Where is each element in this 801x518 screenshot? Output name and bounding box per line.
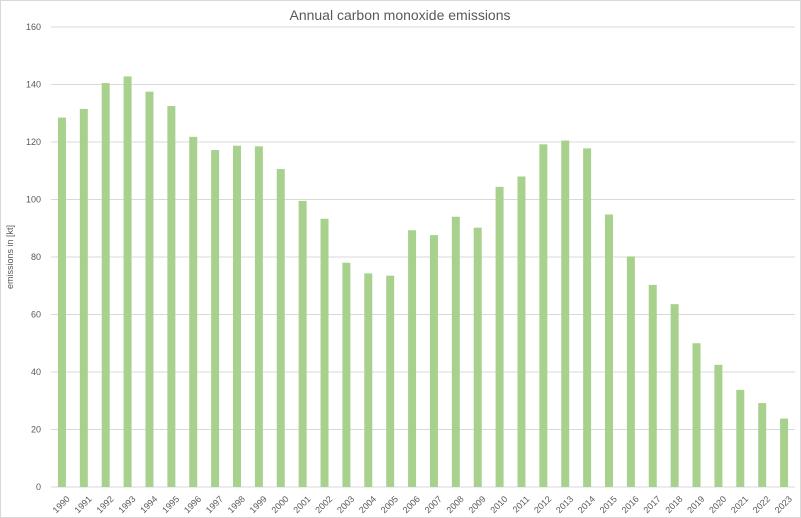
x-tick-label: 2010 [488, 494, 509, 515]
gridlines [51, 26, 795, 488]
bar-2023 [780, 418, 789, 487]
x-tick-label: 1999 [248, 494, 269, 515]
x-tick-label: 1998 [226, 494, 247, 515]
bar-2005 [386, 275, 395, 487]
x-tick-label: 2012 [532, 494, 553, 515]
y-tick-label: 0 [36, 482, 41, 492]
x-tick-label: 1991 [73, 494, 94, 515]
bar-1994 [145, 91, 154, 487]
bar-2018 [670, 304, 679, 487]
y-tick-label: 40 [31, 367, 41, 377]
x-tick-label: 1992 [94, 494, 115, 515]
x-tick-label: 1994 [138, 494, 159, 515]
y-axis-ticks: 0 20 40 60 80 100 120 140 160 [26, 22, 41, 492]
bar-2015 [605, 214, 613, 487]
y-tick-label: 20 [31, 425, 41, 435]
bar-2010 [495, 186, 504, 487]
bar-2000 [276, 169, 285, 487]
x-tick-label: 2023 [773, 494, 794, 515]
bar-1991 [79, 108, 88, 487]
bar-2012 [539, 144, 548, 488]
bar-2003 [342, 262, 351, 487]
x-tick-label: 2000 [269, 494, 290, 515]
bar-1992 [101, 83, 110, 487]
bar-1997 [211, 150, 220, 488]
x-tick-label: 1996 [182, 494, 203, 515]
bar-2007 [429, 235, 438, 487]
x-tick-label: 1990 [51, 494, 72, 515]
bar-2008 [451, 216, 460, 487]
bar-1993 [123, 76, 132, 487]
bar-2004 [364, 273, 373, 487]
bar-2016 [626, 256, 635, 487]
y-tick-label: 160 [26, 22, 41, 32]
bar-2006 [408, 230, 417, 487]
x-tick-label: 2003 [335, 494, 356, 515]
x-tick-label: 2015 [598, 494, 619, 515]
bar-2002 [320, 218, 329, 487]
bar-2011 [517, 176, 526, 487]
bar-2020 [714, 364, 723, 487]
x-tick-label: 1993 [116, 494, 137, 515]
y-tick-label: 80 [31, 252, 41, 262]
x-tick-label: 2016 [620, 494, 641, 515]
bar-2017 [648, 284, 657, 487]
x-tick-label: 2011 [511, 494, 532, 515]
x-tick-label: 2018 [663, 494, 684, 515]
x-tick-label: 2008 [445, 494, 466, 515]
x-tick-label: 2021 [729, 494, 750, 515]
y-axis-label: emissions in [kt] [5, 225, 15, 289]
x-tick-label: 2019 [685, 494, 706, 515]
bar-2022 [758, 403, 767, 487]
chart-title: Annual carbon monoxide emissions [289, 7, 510, 23]
x-tick-label: 1997 [204, 494, 225, 515]
x-tick-label: 2006 [401, 494, 422, 515]
y-tick-label: 120 [26, 137, 41, 147]
bar-2021 [736, 389, 745, 487]
bar-1998 [233, 145, 241, 488]
y-tick-label: 140 [26, 80, 41, 90]
x-axis-ticks: 1990 1991 1992 1993 1994 1995 1996 1997 1998 1999… [51, 494, 794, 515]
x-tick-label: 2017 [641, 494, 662, 515]
x-tick-label: 2001 [291, 494, 312, 515]
bar-1999 [254, 146, 263, 487]
y-tick-label: 60 [31, 310, 41, 320]
bar-2014 [583, 148, 592, 487]
bar-2001 [298, 200, 307, 487]
x-tick-label: 2004 [357, 494, 378, 515]
y-tick-label: 100 [26, 195, 41, 205]
x-tick-label: 2020 [707, 494, 728, 515]
x-tick-label: 2009 [466, 494, 487, 515]
bar-2013 [561, 140, 570, 487]
bar-1995 [167, 106, 176, 487]
x-tick-label: 2022 [751, 494, 772, 515]
x-tick-label: 2014 [576, 494, 597, 515]
x-tick-label: 2002 [313, 494, 334, 515]
x-tick-label: 2005 [379, 494, 400, 515]
x-tick-label: 1995 [160, 494, 181, 515]
bar-2019 [692, 343, 701, 487]
x-tick-label: 2013 [554, 494, 575, 515]
bars [57, 76, 789, 488]
x-tick-label: 2007 [423, 494, 444, 515]
bar-1996 [189, 136, 198, 487]
bar-1990 [57, 117, 66, 487]
bar-2009 [473, 227, 482, 488]
